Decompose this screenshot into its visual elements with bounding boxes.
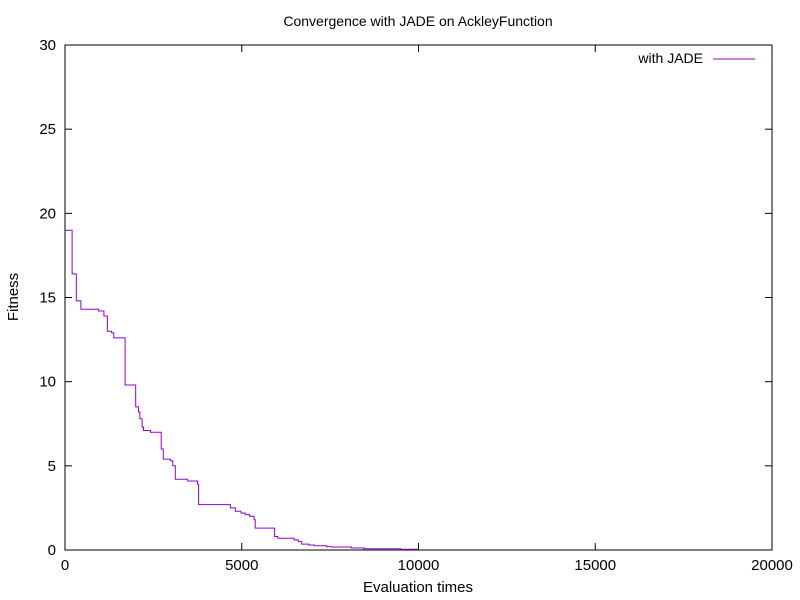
x-axis-label: Evaluation times xyxy=(363,579,473,596)
y-tick-label: 15 xyxy=(39,290,56,307)
y-tick-label: 10 xyxy=(39,374,56,391)
x-axis-tick-labels: 0 5000 10000 15000 20000 xyxy=(61,557,793,574)
x-tick-label: 15000 xyxy=(574,557,616,574)
legend-label-with-jade: with JADE xyxy=(637,50,703,66)
legend: with JADE xyxy=(637,50,755,66)
y-axis-label: Fitness xyxy=(5,273,22,321)
series-line-with-jade xyxy=(65,229,419,550)
y-tick-label: 20 xyxy=(39,205,56,222)
y-tick-label: 25 xyxy=(39,121,56,138)
x-tick-label: 0 xyxy=(61,557,69,574)
y-axis-tick-labels: 0 5 10 15 20 25 30 xyxy=(39,37,56,559)
series-group xyxy=(65,229,419,550)
x-tick-label: 10000 xyxy=(398,557,440,574)
chart-title: Convergence with JADE on AckleyFunction xyxy=(283,13,552,29)
x-tick-label: 20000 xyxy=(751,557,793,574)
y-axis-ticks xyxy=(65,44,772,551)
x-tick-label: 5000 xyxy=(225,557,258,574)
y-tick-label: 0 xyxy=(48,542,56,559)
y-tick-label: 5 xyxy=(48,458,56,475)
y-tick-label: 30 xyxy=(39,37,56,54)
